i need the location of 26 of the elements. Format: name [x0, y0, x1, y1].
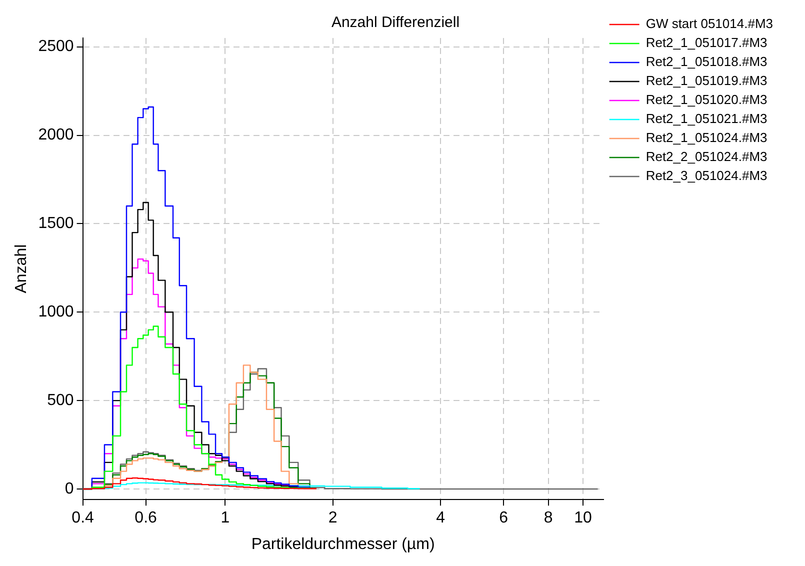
x-tick-label: 0.6	[134, 510, 158, 527]
x-tick-label: 4	[436, 510, 446, 527]
legend-label: Ret2_2_051024.#M3	[646, 149, 768, 164]
x-tick-label: 6	[499, 510, 508, 527]
y-tick-label: 1000	[38, 304, 74, 321]
y-axis-title: Anzahl	[13, 244, 30, 294]
y-tick-label: 500	[47, 392, 74, 409]
x-tick-label: 0.4	[72, 510, 94, 527]
legend-label: Ret2_1_051021.#M3	[646, 111, 768, 126]
legend-label: Ret2_1_051024.#M3	[646, 130, 768, 146]
x-tick-label: 8	[544, 510, 553, 527]
x-tick-label: 10	[574, 510, 592, 527]
x-tick-label: 1	[220, 510, 230, 527]
x-tick-label: 2	[328, 510, 338, 527]
legend-label: Ret2_1_051017.#M3	[646, 35, 768, 50]
y-tick-label: 1500	[38, 215, 74, 232]
legend-label: GW start 051014.#M3	[646, 16, 774, 32]
y-tick-label: 2000	[38, 126, 74, 144]
legend-label: Ret2_1_051019.#M3	[646, 73, 768, 88]
legend-label: Ret2_1_051018.#M3	[646, 54, 768, 70]
legend-label: Ret2_1_051020.#M3	[646, 92, 768, 108]
chart-title: Anzahl Differenziell	[331, 14, 460, 32]
y-tick-label: 2500	[38, 38, 74, 56]
x-axis-title: Partikeldurchmesser (µm)	[251, 536, 435, 553]
legend-label: Ret2_3_051024.#M3	[646, 168, 768, 184]
y-tick-label: 0	[64, 480, 74, 498]
